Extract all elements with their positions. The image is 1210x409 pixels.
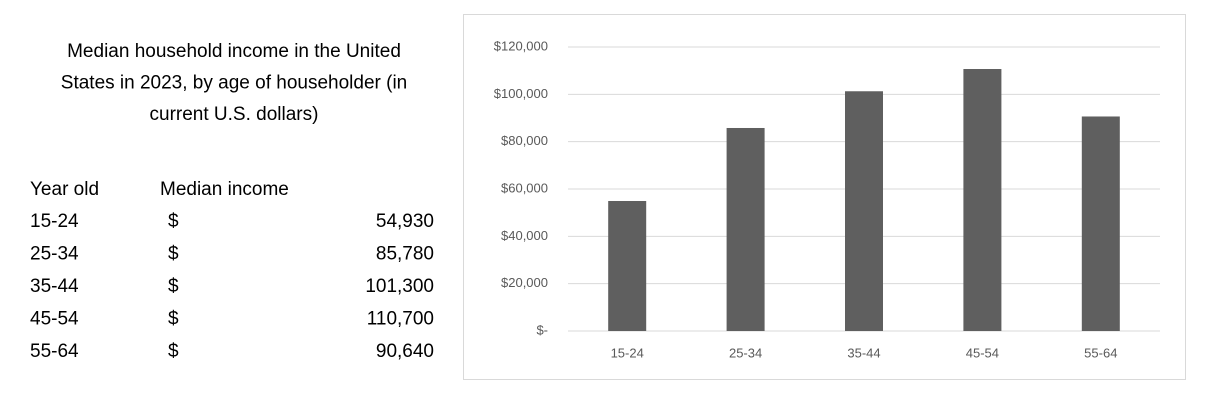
- y-tick-label: $20,000: [501, 275, 548, 290]
- x-tick-label: 25-34: [729, 345, 762, 360]
- table-cell: 101,300: [365, 276, 434, 297]
- table-cell: $: [168, 211, 179, 232]
- title-line: States in 2023, by age of householder (i…: [61, 73, 407, 94]
- table-cell: 110,700: [367, 309, 434, 330]
- bar: [845, 91, 883, 331]
- y-tick-label: $-: [536, 322, 548, 337]
- bar: [963, 69, 1002, 331]
- table-cell: 15-24: [30, 211, 79, 232]
- table-cell: 25-34: [30, 244, 79, 265]
- y-tick-label: $120,000: [494, 38, 548, 53]
- table-cell: 85,780: [376, 244, 434, 265]
- table-cell: $: [168, 309, 179, 330]
- title-line: Median household income in the United: [67, 41, 401, 62]
- bar: [1081, 116, 1120, 331]
- x-tick-label: 45-54: [966, 345, 999, 360]
- table-cell: 45-54: [30, 309, 79, 330]
- title-line: current U.S. dollars): [150, 104, 319, 125]
- x-tick-label: 35-44: [847, 345, 880, 360]
- x-tick-label: 15-24: [611, 345, 644, 360]
- bar: [608, 200, 647, 331]
- chart-frame: [463, 14, 1186, 380]
- table-cell: 55-64: [30, 341, 79, 362]
- table-cell: $: [168, 276, 179, 297]
- y-tick-label: $60,000: [501, 180, 548, 195]
- table-header: Median income: [160, 179, 289, 200]
- table-cell: 35-44: [30, 276, 79, 297]
- y-tick-label: $100,000: [494, 86, 548, 101]
- table-cell: $: [168, 341, 179, 362]
- bar: [726, 127, 765, 331]
- y-tick-label: $40,000: [501, 228, 548, 243]
- table-cell: 54,930: [376, 211, 434, 232]
- table-cell: 90,640: [376, 341, 434, 362]
- table-header: Year old: [30, 179, 99, 200]
- x-tick-label: 55-64: [1084, 345, 1117, 360]
- table-cell: $: [168, 244, 179, 265]
- y-tick-label: $80,000: [501, 133, 548, 148]
